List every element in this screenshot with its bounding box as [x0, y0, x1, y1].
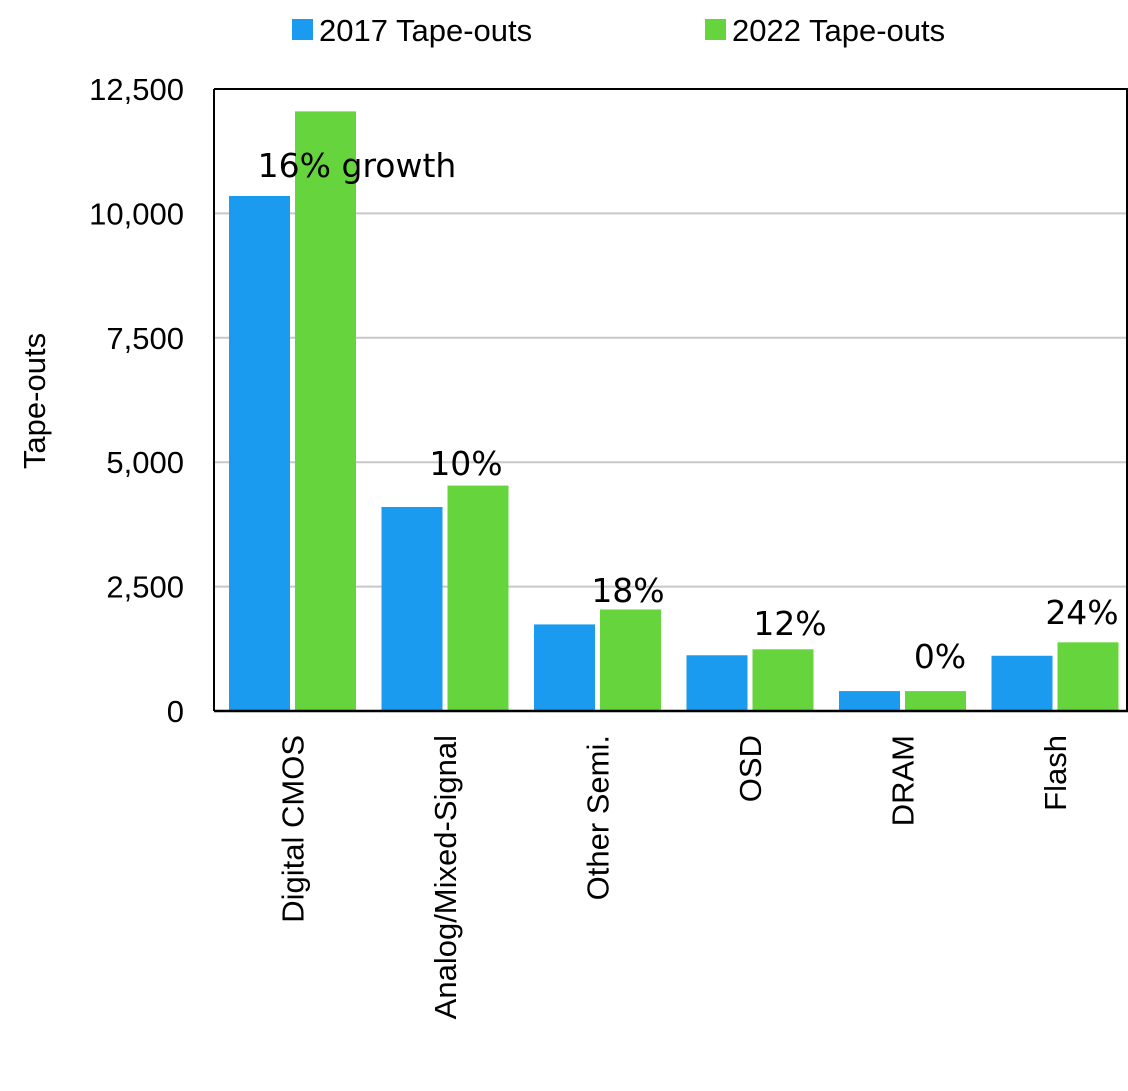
bar-2017-1	[381, 506, 443, 711]
y-axis-ticks: 0 2,500 5,000 7,500 10,000 12,500	[89, 72, 184, 729]
gridlines	[214, 212, 1128, 588]
growth-annotation: 10%	[429, 444, 502, 483]
growth-annotations: 16% growth 10% 18% 12% 0% 24%	[258, 146, 1119, 676]
x-axis-categories: Digital CMOS Analog/Mixed-Signal Other Sem…	[276, 735, 1074, 1019]
y-tick-label: 7,500	[106, 321, 184, 356]
growth-annotation: 0%	[914, 637, 966, 676]
legend-swatch	[292, 19, 313, 40]
y-tick-label: 5,000	[106, 445, 184, 480]
y-tick-label: 2,500	[106, 570, 184, 605]
growth-annotation: 12%	[753, 604, 826, 643]
x-category-label: DRAM	[886, 735, 921, 826]
y-tick-label: 10,000	[89, 196, 184, 231]
y-tick-label: 12,500	[89, 72, 184, 107]
x-category-label: OSD	[733, 735, 768, 802]
x-category-label: Other Semi.	[581, 735, 616, 900]
growth-annotation: 24%	[1045, 593, 1118, 632]
bar-2022-0	[295, 111, 356, 712]
bar-2017-4	[839, 691, 900, 711]
x-category-label: Digital CMOS	[276, 735, 311, 923]
legend: 2017 Tape-outs 2022 Tape-outs	[292, 13, 945, 48]
legend-swatch	[705, 19, 726, 40]
growth-annotation: 18%	[591, 571, 664, 610]
x-category-label: Flash	[1038, 735, 1073, 811]
bar-2022-3	[752, 649, 814, 711]
bar-2022-1	[447, 485, 509, 711]
bar-2022-2	[600, 609, 661, 711]
growth-annotation: 16% growth	[258, 146, 457, 185]
bar-2017-2	[534, 624, 595, 711]
bar-2022-4	[905, 691, 966, 711]
bar-2017-3	[686, 655, 748, 711]
bar-2017-0	[229, 195, 290, 711]
legend-label: 2022 Tape-outs	[732, 13, 945, 48]
y-tick-label: 0	[167, 694, 184, 729]
y-axis-title: Tape-outs	[17, 333, 52, 469]
x-category-label: Analog/Mixed-Signal	[428, 735, 463, 1019]
legend-label: 2017 Tape-outs	[319, 13, 532, 48]
bar-2017-5	[991, 655, 1053, 711]
bar-2022-5	[1057, 642, 1119, 711]
bars	[229, 111, 1119, 712]
